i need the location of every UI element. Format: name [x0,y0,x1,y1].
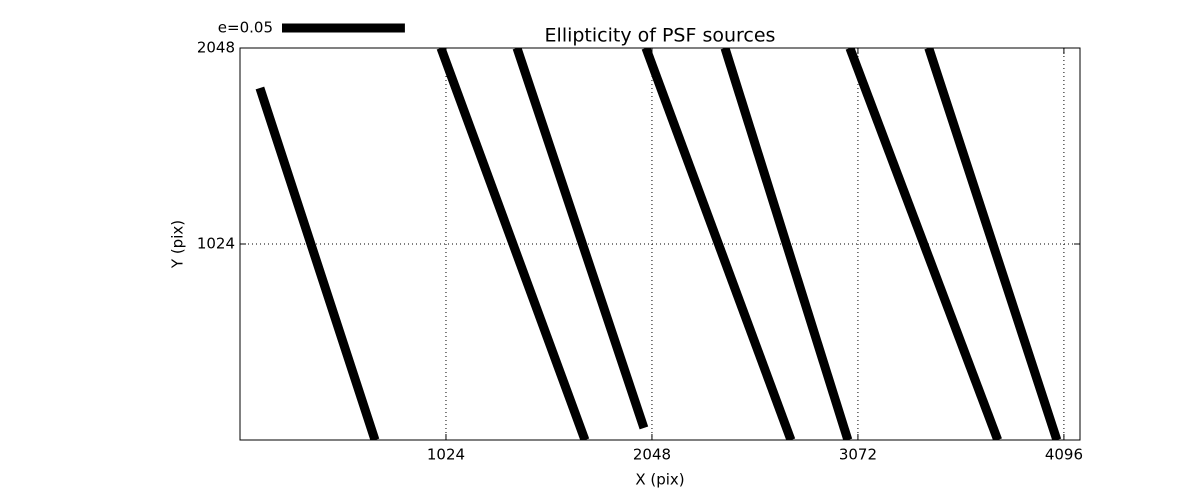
whisker [845,48,1002,440]
y-tick-label: 1024 [197,235,235,253]
whisker [924,48,1062,440]
whisker [720,48,853,440]
x-tick-label: 1024 [427,446,465,464]
x-tick-label: 3072 [839,446,877,464]
whisker [255,86,380,440]
chart-title: Ellipticity of PSF sources [545,25,776,47]
grid [240,47,1080,440]
whisker [436,48,590,440]
x-axis-label: X (pix) [635,471,684,489]
x-tick-label: 2048 [633,446,671,464]
whisker [641,48,796,440]
plot-area [255,48,1062,440]
whisker [512,48,649,430]
key-label: e=0.05 [218,19,273,37]
y-tick-label: 2048 [197,39,235,57]
y-axis-label: Y (pix) [169,220,187,269]
x-tick-label: 4096 [1045,446,1083,464]
